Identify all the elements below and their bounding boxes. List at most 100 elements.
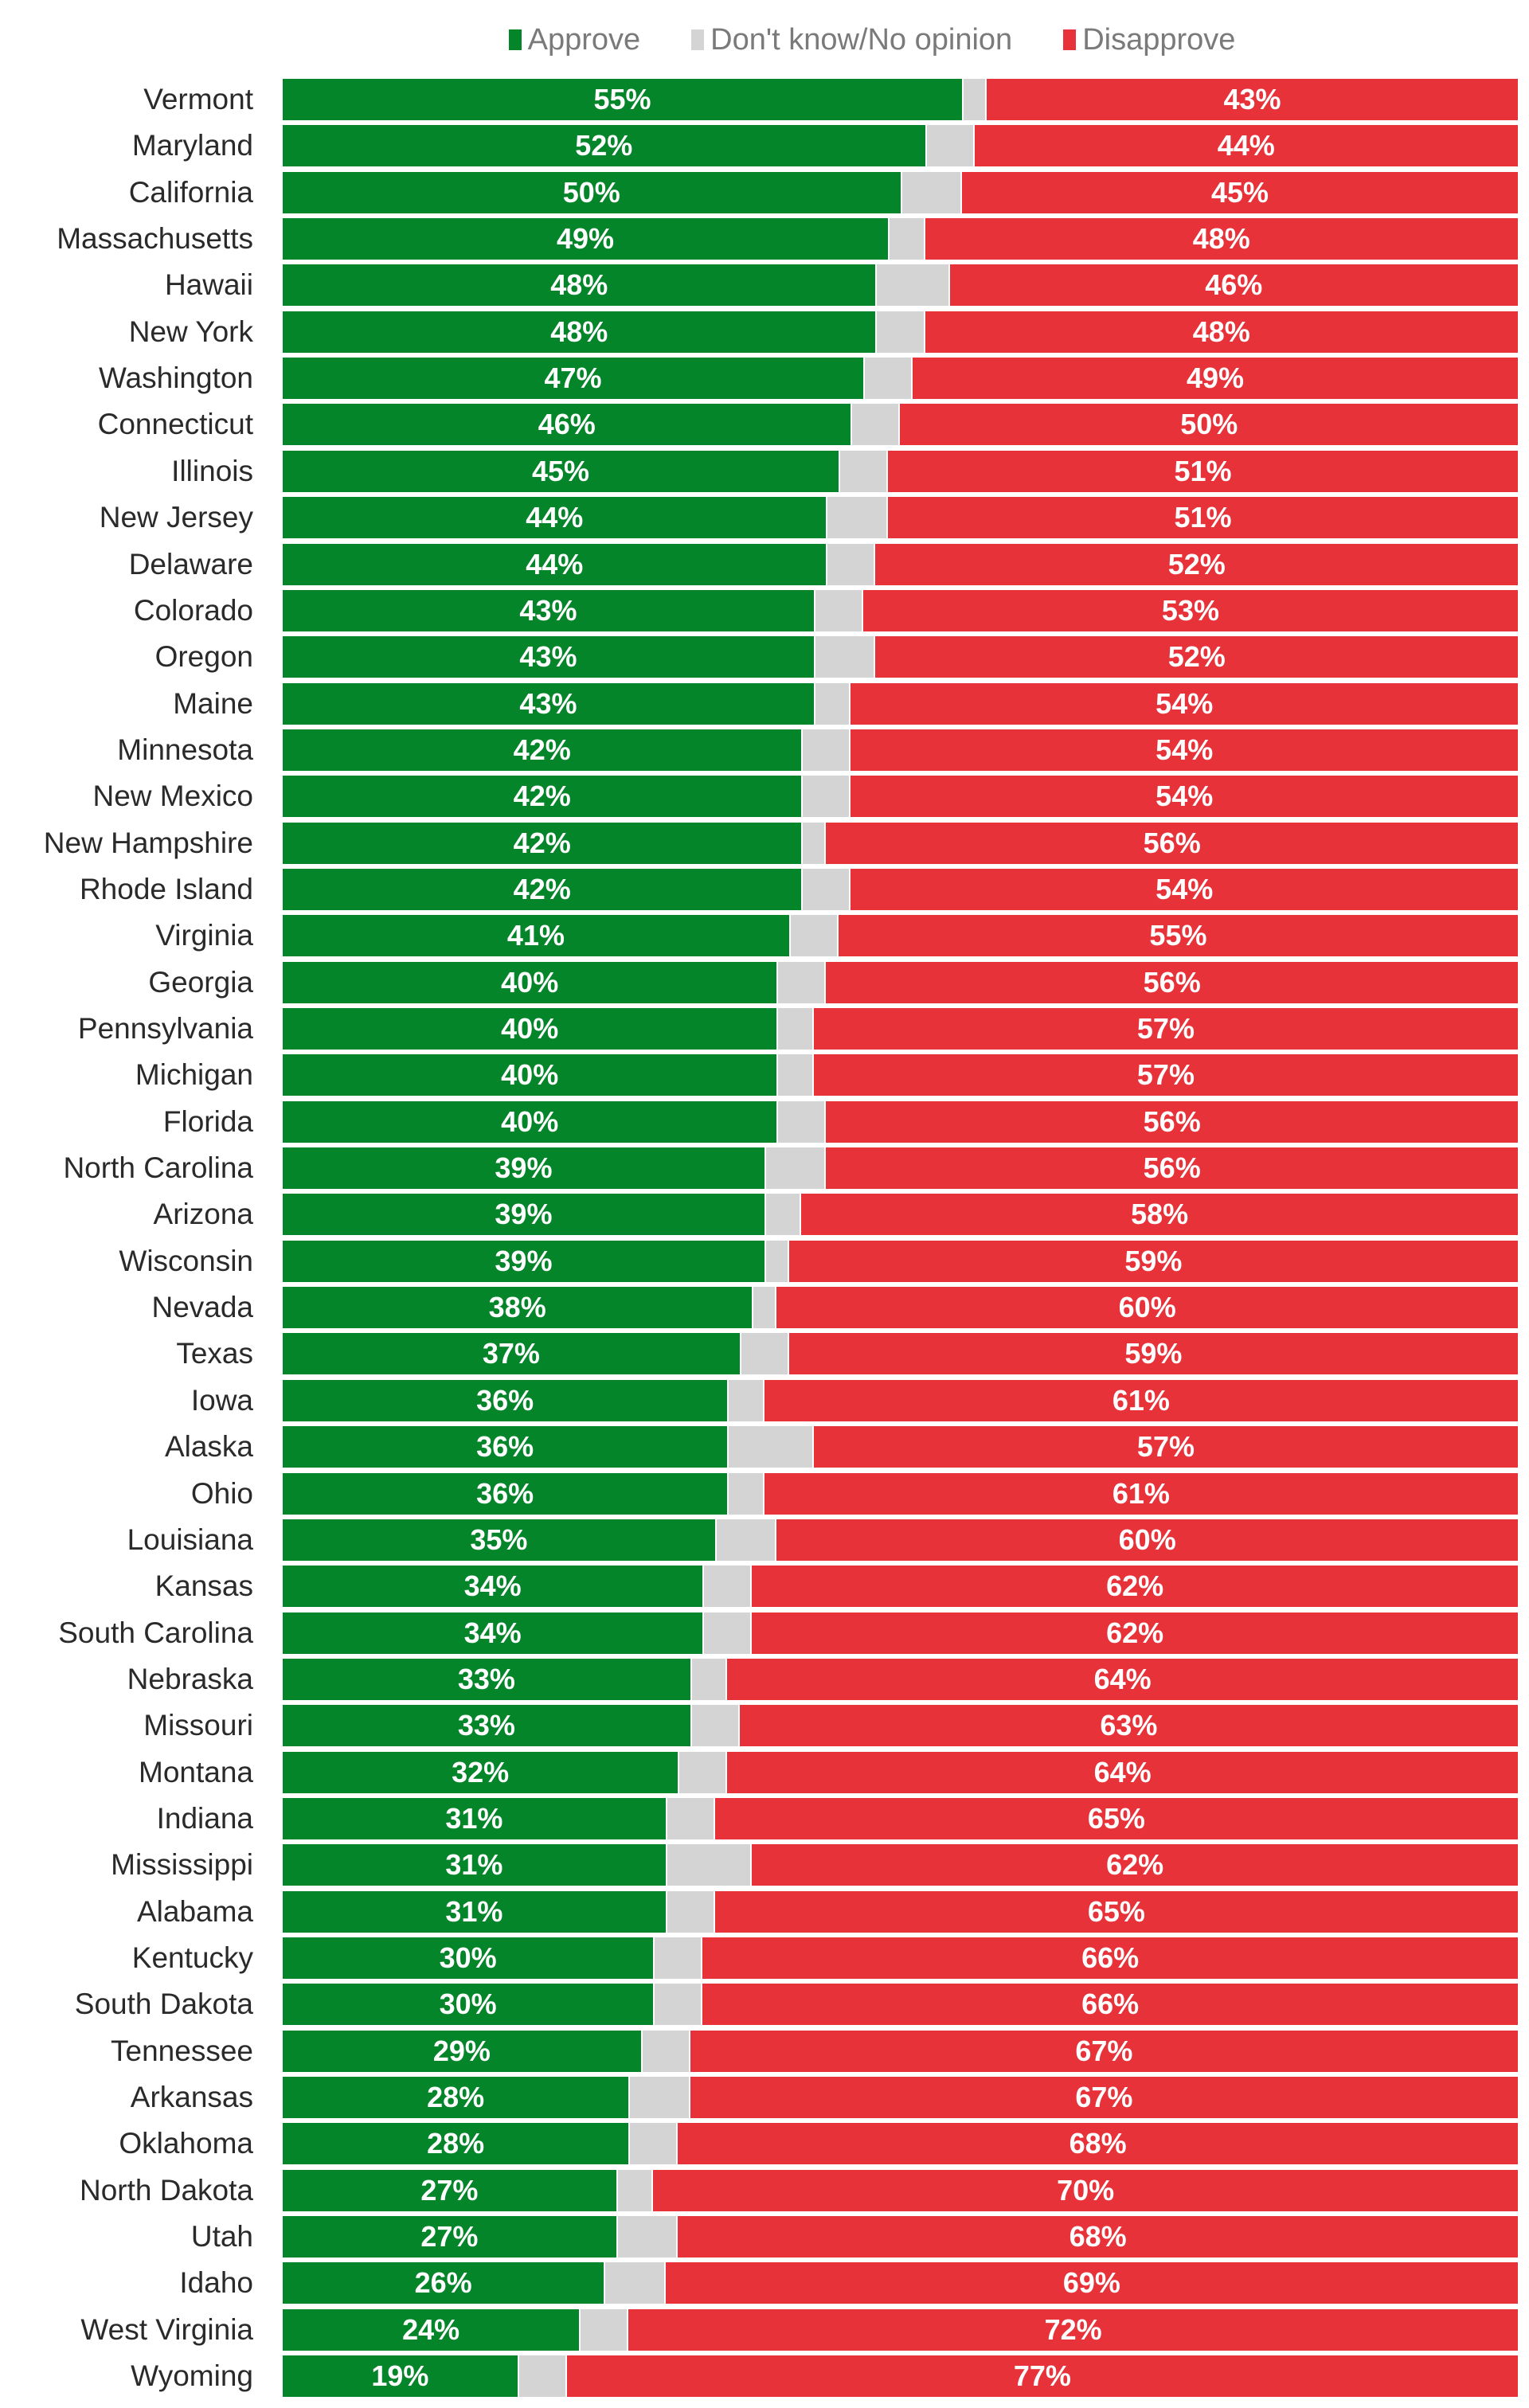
- bar-segment-approve: 28%: [283, 2077, 629, 2119]
- bar-segment-disapprove: 77%: [566, 2355, 1518, 2398]
- bar-segment-approve: 26%: [283, 2262, 604, 2304]
- category-label: Nebraska: [127, 1662, 253, 1695]
- category-label: Hawaii: [164, 268, 253, 302]
- data-label: 43%: [519, 640, 577, 674]
- category-label: Maryland: [131, 129, 253, 162]
- bar-segment-disapprove: 70%: [653, 2169, 1518, 2211]
- data-label: 65%: [1087, 1801, 1145, 1835]
- bar-row: Montana 32% 64%: [0, 1751, 1529, 1793]
- data-label: 39%: [495, 1244, 553, 1277]
- bar-row: Michigan 40% 57%: [0, 1054, 1529, 1096]
- data-label: 67%: [1075, 2034, 1133, 2067]
- data-label: 31%: [445, 1801, 503, 1835]
- bar-segment-approve: 48%: [283, 311, 876, 353]
- bar-track: 44% 52%: [283, 543, 1518, 585]
- legend-item-approve: Approve: [508, 23, 640, 57]
- data-label: 36%: [476, 1476, 534, 1510]
- bar-segment-approve: 39%: [283, 1147, 764, 1190]
- bar-segment-no-opinion: [616, 2216, 678, 2258]
- bar-segment-disapprove: 44%: [974, 125, 1518, 167]
- data-label: 64%: [1093, 1662, 1152, 1695]
- bar-track: 39% 59%: [283, 1240, 1518, 1282]
- bar-segment-disapprove: 63%: [739, 1705, 1518, 1747]
- bar-row: Florida 40% 56%: [0, 1100, 1529, 1143]
- bar-track: 43% 54%: [283, 682, 1518, 725]
- bar-track: 44% 51%: [283, 497, 1518, 539]
- bar-row: South Dakota 30% 66%: [0, 1984, 1529, 2026]
- bar-row: Missouri 33% 63%: [0, 1705, 1529, 1747]
- bar-segment-disapprove: 53%: [862, 589, 1518, 631]
- bar-segment-approve: 40%: [283, 1100, 777, 1143]
- data-label: 77%: [1013, 2359, 1071, 2393]
- data-label: 35%: [470, 1523, 528, 1556]
- bar-segment-disapprove: 54%: [851, 776, 1518, 818]
- data-label: 60%: [1118, 1291, 1176, 1324]
- bar-row: Virginia 41% 55%: [0, 915, 1529, 957]
- bar-segment-approve: 31%: [283, 1890, 666, 1933]
- data-label: 42%: [513, 872, 571, 905]
- data-label: 68%: [1069, 2220, 1127, 2254]
- data-label: 48%: [1192, 222, 1250, 256]
- bar-segment-no-opinion: [727, 1379, 764, 1421]
- category-label: West Virginia: [80, 2312, 253, 2346]
- bar-row: Kansas 34% 62%: [0, 1566, 1529, 1608]
- data-label: 48%: [550, 268, 608, 302]
- bar-track: 49% 48%: [283, 218, 1518, 260]
- data-label: 19%: [371, 2359, 429, 2393]
- legend: Approve Don't know/No opinion Disapprove: [0, 18, 1529, 62]
- data-label: 26%: [414, 2266, 472, 2300]
- bar-row: Louisiana 35% 60%: [0, 1519, 1529, 1561]
- data-label: 44%: [526, 547, 584, 580]
- bar-track: 28% 67%: [283, 2077, 1518, 2119]
- data-label: 45%: [531, 454, 589, 487]
- bar-segment-disapprove: 65%: [714, 1890, 1518, 1933]
- category-label: South Carolina: [58, 1616, 253, 1649]
- bar-segment-no-opinion: [665, 1844, 753, 1886]
- bar-track: 47% 49%: [283, 358, 1518, 400]
- category-label: Utah: [190, 2220, 253, 2254]
- bar-segment-no-opinion: [813, 636, 876, 678]
- category-label: Oklahoma: [119, 2127, 253, 2160]
- bar-row: Massachusetts 49% 48%: [0, 218, 1529, 260]
- bar-segment-no-opinion: [875, 311, 925, 353]
- data-label: 32%: [452, 1755, 510, 1788]
- bar-segment-approve: 36%: [283, 1426, 728, 1468]
- data-label: 72%: [1044, 2312, 1102, 2346]
- category-label: New Hampshire: [43, 826, 253, 859]
- bar-row: Wyoming 19% 77%: [0, 2355, 1529, 2398]
- bar-segment-disapprove: 72%: [628, 2308, 1518, 2351]
- data-label: 52%: [1167, 547, 1226, 580]
- bar-segment-disapprove: 57%: [813, 1054, 1518, 1096]
- bar-segment-disapprove: 61%: [764, 1379, 1518, 1421]
- bar-row: Rhode Island 42% 54%: [0, 868, 1529, 910]
- bar-segment-approve: 30%: [283, 1984, 654, 2026]
- bar-segment-disapprove: 64%: [727, 1658, 1518, 1700]
- category-label: Oregon: [154, 640, 253, 674]
- data-label: 55%: [1149, 919, 1207, 952]
- category-label: Alabama: [136, 1894, 253, 1928]
- data-label: 60%: [1118, 1523, 1176, 1556]
- data-label: 68%: [1069, 2127, 1127, 2160]
- bar-row: North Carolina 39% 56%: [0, 1147, 1529, 1190]
- bar-row: Texas 37% 59%: [0, 1333, 1529, 1375]
- bar-segment-approve: 50%: [283, 171, 901, 213]
- bar-segment-approve: 45%: [283, 450, 839, 492]
- bar-segment-approve: 24%: [283, 2308, 580, 2351]
- category-label: Arkansas: [130, 2081, 253, 2114]
- category-label: Nevada: [151, 1291, 253, 1324]
- bar-track: 43% 53%: [283, 589, 1518, 631]
- bar-segment-approve: 42%: [283, 868, 802, 910]
- bar-segment-disapprove: 55%: [838, 915, 1518, 957]
- bar-track: 42% 54%: [283, 729, 1518, 771]
- category-label: Arizona: [153, 1198, 253, 1231]
- bar-track: 36% 61%: [283, 1472, 1518, 1515]
- data-label: 39%: [495, 1198, 553, 1231]
- bar-segment-no-opinion: [875, 264, 950, 307]
- category-label: Tennessee: [111, 2034, 253, 2067]
- bar-track: 31% 62%: [283, 1844, 1518, 1886]
- bar-track: 40% 56%: [283, 961, 1518, 1003]
- bar-segment-approve: 28%: [283, 2123, 629, 2165]
- bar-segment-disapprove: 54%: [851, 729, 1518, 771]
- bar-segment-disapprove: 51%: [887, 450, 1518, 492]
- data-label: 66%: [1081, 1941, 1140, 1974]
